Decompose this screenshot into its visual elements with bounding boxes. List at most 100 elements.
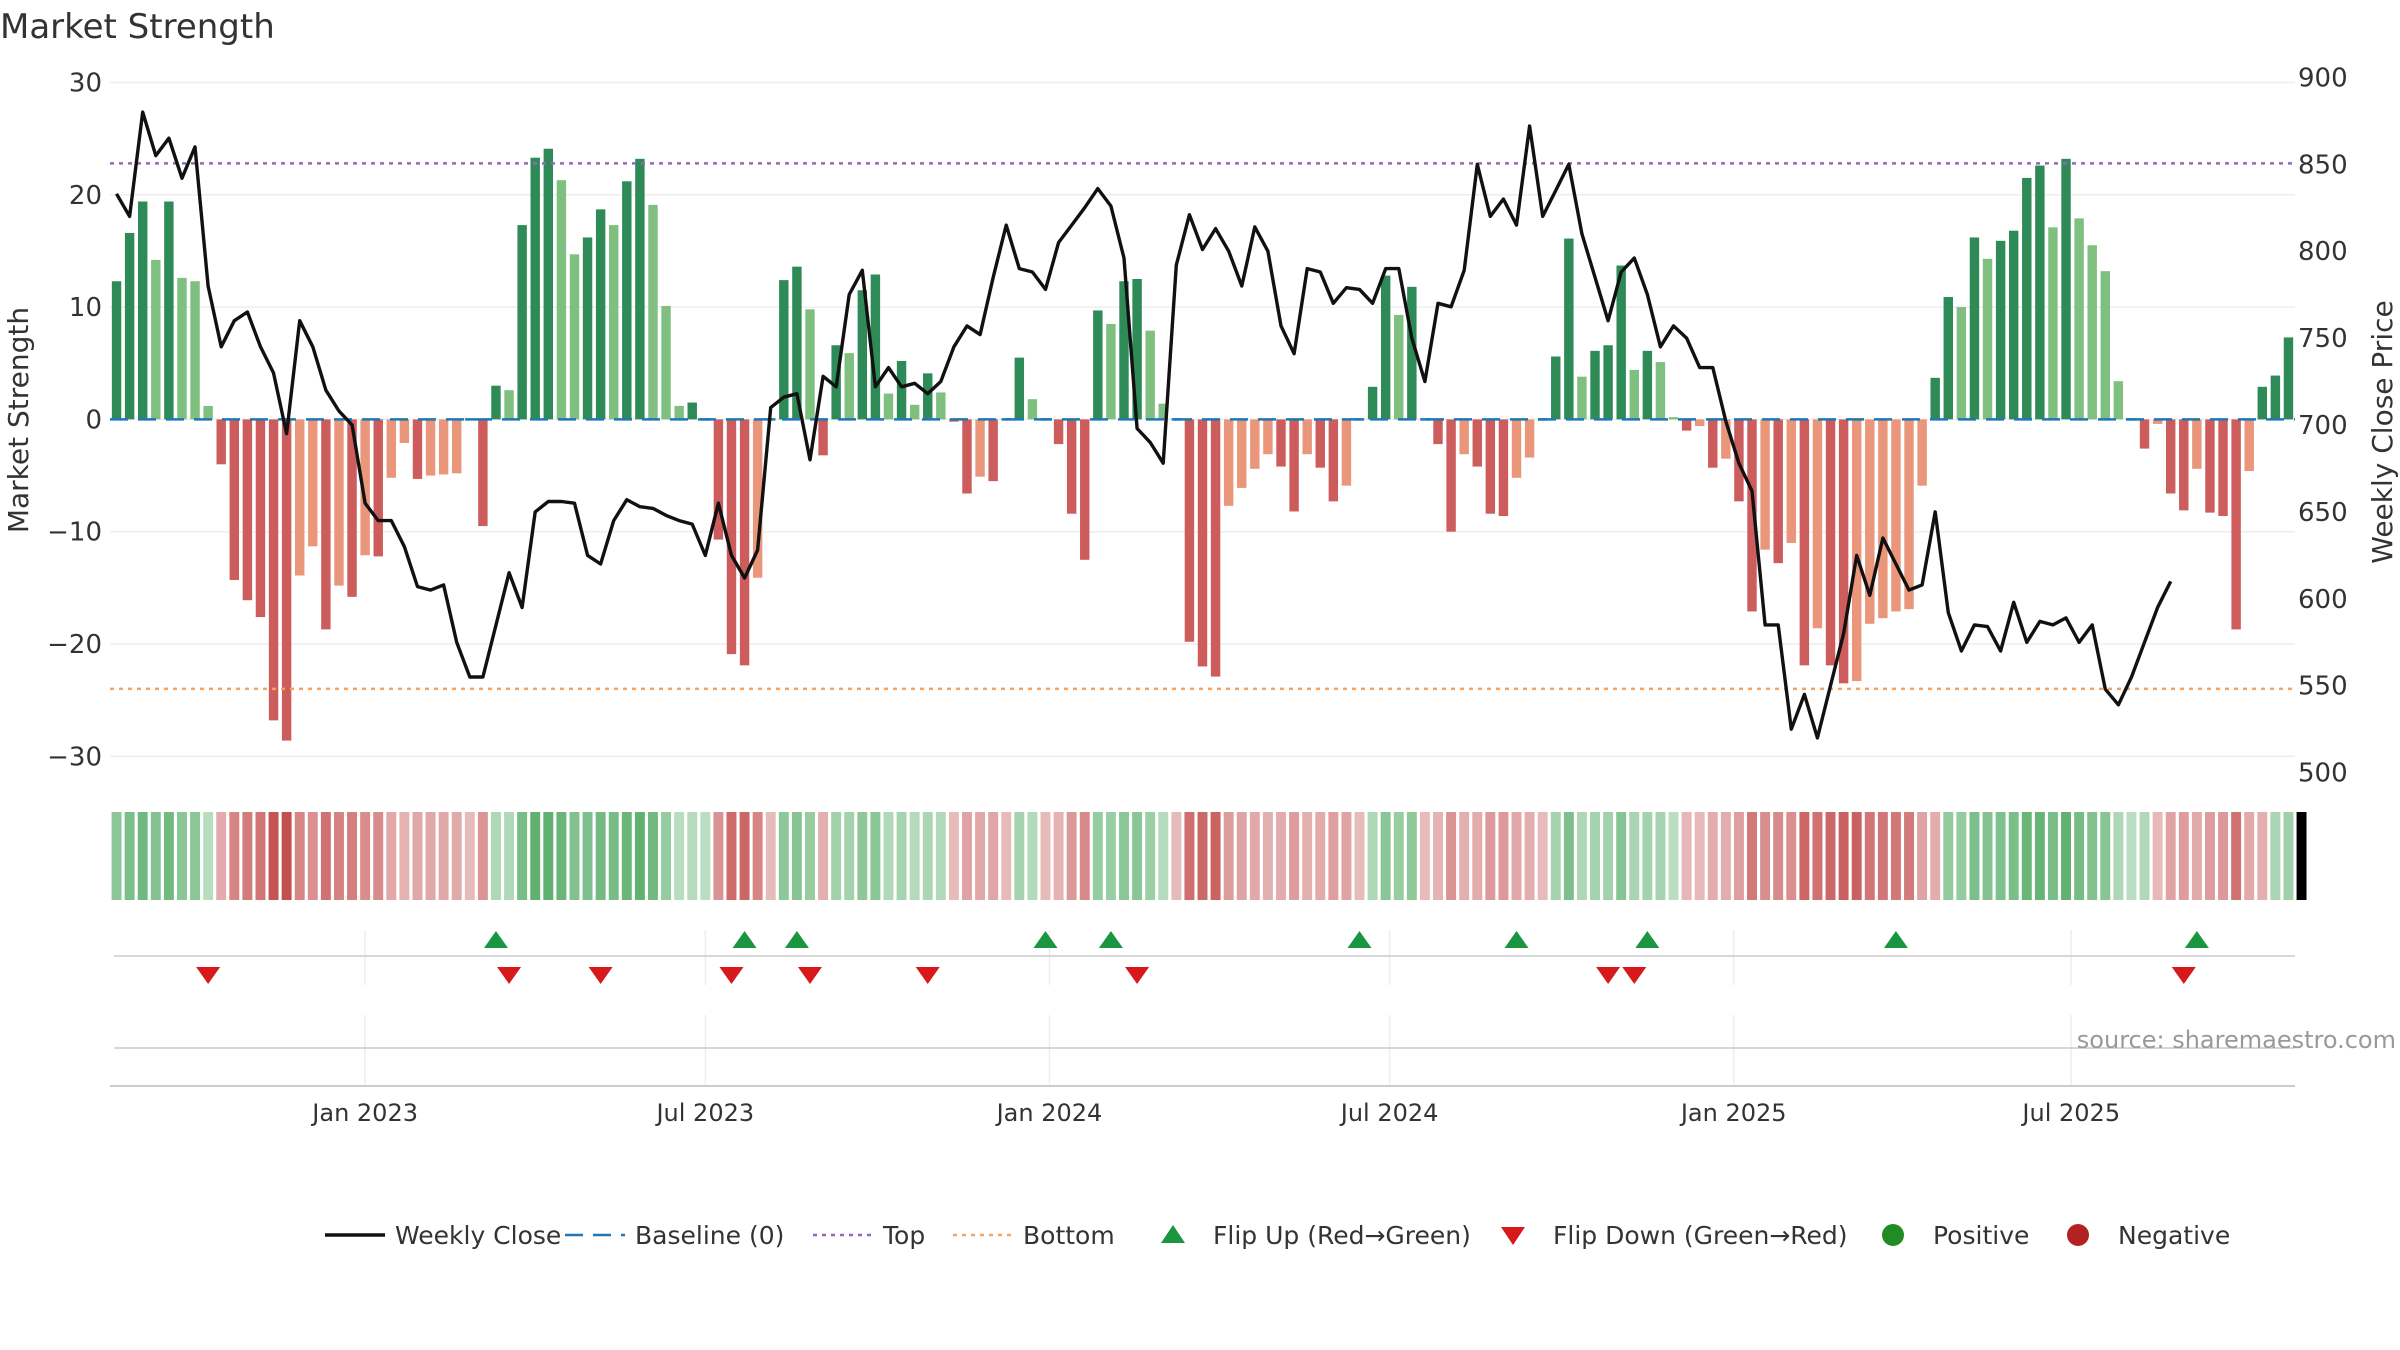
strength-bar: [1878, 419, 1888, 619]
strip-cell: [530, 812, 541, 900]
strip-cell: [464, 812, 475, 900]
strength-bar: [1551, 356, 1561, 420]
strip-cell: [1969, 812, 1980, 900]
source-attribution: source: sharemaestro.com: [2077, 1026, 2396, 1054]
strength-bar: [177, 277, 187, 420]
strength-bar: [870, 274, 881, 420]
strength-bar: [1433, 419, 1443, 445]
strength-bar: [1289, 419, 1299, 512]
strength-bar: [478, 419, 488, 527]
strip-cell: [281, 812, 292, 900]
y-tick-right-label: 700: [2298, 411, 2348, 441]
y-axis-label-left: Market Strength: [2, 307, 35, 533]
y-tick-right-label: 550: [2298, 672, 2348, 702]
strip-cell: [2021, 812, 2032, 900]
strip-cell: [2165, 812, 2176, 900]
strength-bar: [203, 405, 213, 420]
strip-cell: [1550, 812, 1561, 900]
flip-down-marker: [719, 967, 744, 984]
strip-cell: [451, 812, 462, 900]
strength-bar: [438, 419, 449, 475]
strength-bar: [1524, 419, 1535, 458]
strength-bar: [1642, 350, 1653, 420]
strip-cell: [1629, 812, 1640, 900]
strip-cell: [1446, 812, 1457, 900]
strength-bar: [1564, 238, 1574, 420]
strip-cell: [1289, 812, 1300, 900]
strip-cell: [1812, 812, 1823, 900]
strip-cell: [2283, 812, 2294, 900]
strip-cell: [1119, 812, 1129, 900]
flip-up-marker: [1883, 931, 1908, 948]
strength-bar: [1407, 286, 1417, 420]
strength-bar: [1865, 419, 1875, 624]
strip-cell: [1171, 812, 1182, 900]
legend-label: Flip Up (Red→Green): [1213, 1221, 1471, 1250]
strength-bar: [386, 419, 397, 478]
strip-cell: [1747, 812, 1757, 900]
flip-up-marker: [2184, 931, 2209, 948]
strip-cell: [2034, 812, 2045, 900]
legend-label: Positive: [1933, 1221, 2029, 1250]
strength-bar: [2257, 386, 2268, 420]
strip-cell: [1236, 812, 1247, 900]
strength-bar: [1747, 419, 1757, 612]
strength-bar: [2022, 177, 2032, 420]
strip-cell: [111, 812, 122, 900]
strength-bar: [582, 237, 593, 420]
strip-cell: [1092, 812, 1103, 900]
strength-bar: [452, 419, 462, 474]
strip-cell: [1485, 812, 1496, 900]
price-line-layer: [115, 110, 2173, 740]
strip-cell: [1380, 812, 1391, 900]
strip-cell: [608, 812, 619, 900]
strip-cell: [805, 812, 815, 900]
strength-bar: [1969, 237, 1980, 420]
strip-cell: [2257, 812, 2268, 900]
strip-cell: [1668, 812, 1679, 900]
strength-bar: [1197, 419, 1208, 667]
strip-cell: [504, 812, 515, 900]
strip-cell: [1027, 812, 1038, 900]
strip-cell: [713, 812, 724, 900]
y-tick-left-label: −30: [47, 742, 102, 772]
strength-bar: [2270, 375, 2281, 420]
strength-bar: [2087, 245, 2097, 420]
strip-cell: [1603, 812, 1614, 900]
strength-bar: [936, 392, 946, 420]
strip-cell: [1733, 812, 1744, 900]
strip-cell: [1930, 812, 1941, 900]
flip-up-marker: [1098, 931, 1123, 948]
legend-item: Top: [813, 1221, 925, 1250]
strip-cell: [320, 812, 331, 900]
strength-bar: [491, 385, 501, 420]
strength-bar: [1223, 419, 1234, 506]
strength-bar: [111, 281, 122, 420]
legend-label: Weekly Close: [395, 1221, 561, 1250]
strip-cell: [1563, 812, 1574, 900]
strip-cell: [1197, 812, 1208, 900]
legend-label: Bottom: [1023, 1221, 1115, 1250]
strip-cell: [661, 812, 672, 900]
strip-cell: [1001, 812, 1012, 900]
strip-cell: [1406, 812, 1417, 900]
strength-bar: [1315, 419, 1325, 468]
strength-bar: [661, 305, 671, 420]
strip-cell: [1825, 812, 1836, 900]
strength-bar: [1341, 419, 1352, 486]
strength-bar: [595, 209, 606, 420]
strip-cell: [124, 812, 135, 900]
strip-cell: [477, 812, 488, 900]
flip-up-marker: [784, 931, 809, 948]
strip-cell: [1066, 812, 1077, 900]
strength-bar: [2218, 419, 2228, 516]
strength-bar: [530, 157, 540, 420]
strip-cell: [1132, 812, 1143, 900]
strength-bar: [2100, 271, 2110, 420]
legend-label: Baseline (0): [635, 1221, 784, 1250]
strength-bar: [1367, 386, 1378, 420]
strip-cell: [687, 812, 698, 900]
x-tick-label: Jan 2025: [1679, 1099, 1787, 1127]
strip-cell: [412, 812, 423, 900]
